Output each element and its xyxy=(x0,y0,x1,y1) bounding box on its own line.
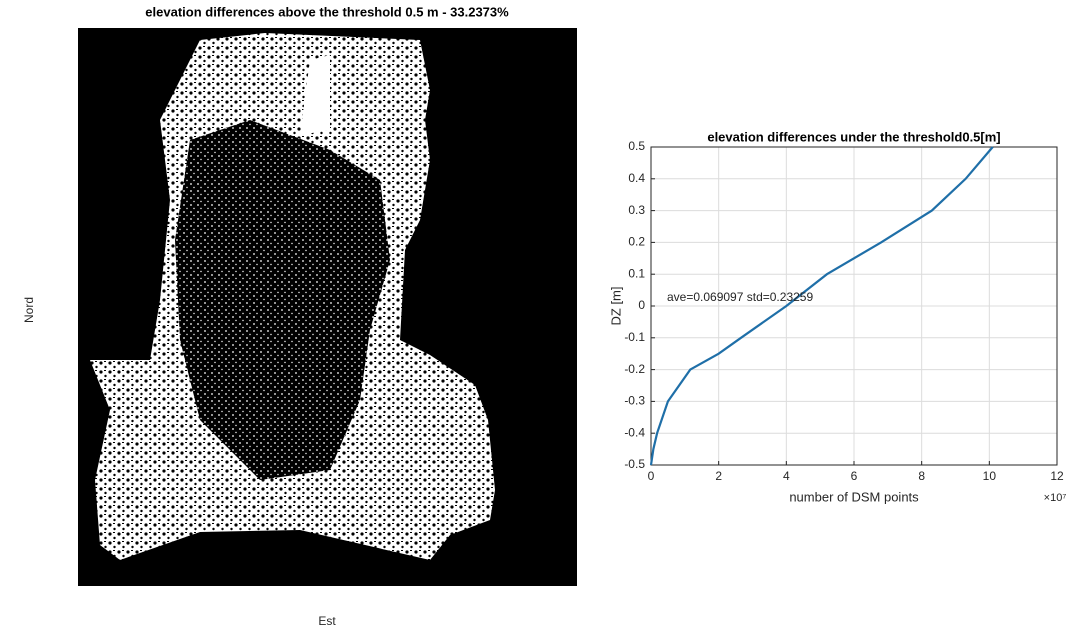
map-title: elevation differences above the threshol… xyxy=(145,4,509,19)
y-tick-label: -0.3 xyxy=(624,394,645,408)
x-tick-label: 0 xyxy=(648,469,655,483)
y-axis-label: DZ [m] xyxy=(608,287,623,326)
x-multiplier: ×10⁷ xyxy=(1044,492,1067,504)
y-tick-label: 0.4 xyxy=(628,171,645,185)
y-tick-label: -0.2 xyxy=(624,362,645,376)
map-x-label: Est xyxy=(318,614,336,628)
data-line xyxy=(649,146,994,466)
x-tick-label: 12 xyxy=(1050,469,1064,483)
x-tick-label: 4 xyxy=(783,469,790,483)
y-tick-label: -0.5 xyxy=(624,457,645,471)
map-panel: elevation differences above the threshol… xyxy=(22,4,577,628)
x-tick-label: 2 xyxy=(715,469,722,483)
map-y-label: Nord xyxy=(22,297,36,323)
y-tick-label: 0.2 xyxy=(628,235,645,249)
x-tick-label: 6 xyxy=(851,469,858,483)
y-tick-label: -0.1 xyxy=(624,330,645,344)
difference-core xyxy=(175,120,390,480)
axes-box xyxy=(650,146,1058,466)
y-tick-label: -0.4 xyxy=(624,425,645,439)
y-tick-label: 0.3 xyxy=(628,203,645,217)
difference-patch xyxy=(300,55,330,135)
x-axis-label: number of DSM points xyxy=(789,489,919,504)
y-tick-label: 0 xyxy=(638,298,645,312)
y-tick-label: 0.1 xyxy=(628,266,645,280)
x-tick-label: 10 xyxy=(983,469,997,483)
x-tick-label: 8 xyxy=(918,469,925,483)
y-tick-label: 0.5 xyxy=(628,139,645,153)
annotation: ave=0.069097 std=0.23259 xyxy=(667,290,813,304)
chart-title: elevation differences under the threshol… xyxy=(707,129,1000,144)
line-panel: 0 2 4 6 8 10 12 -0.5 -0.4 -0.3 -0.2 -0.1 0 0.1 0.2 0.3 0… xyxy=(608,129,1066,504)
